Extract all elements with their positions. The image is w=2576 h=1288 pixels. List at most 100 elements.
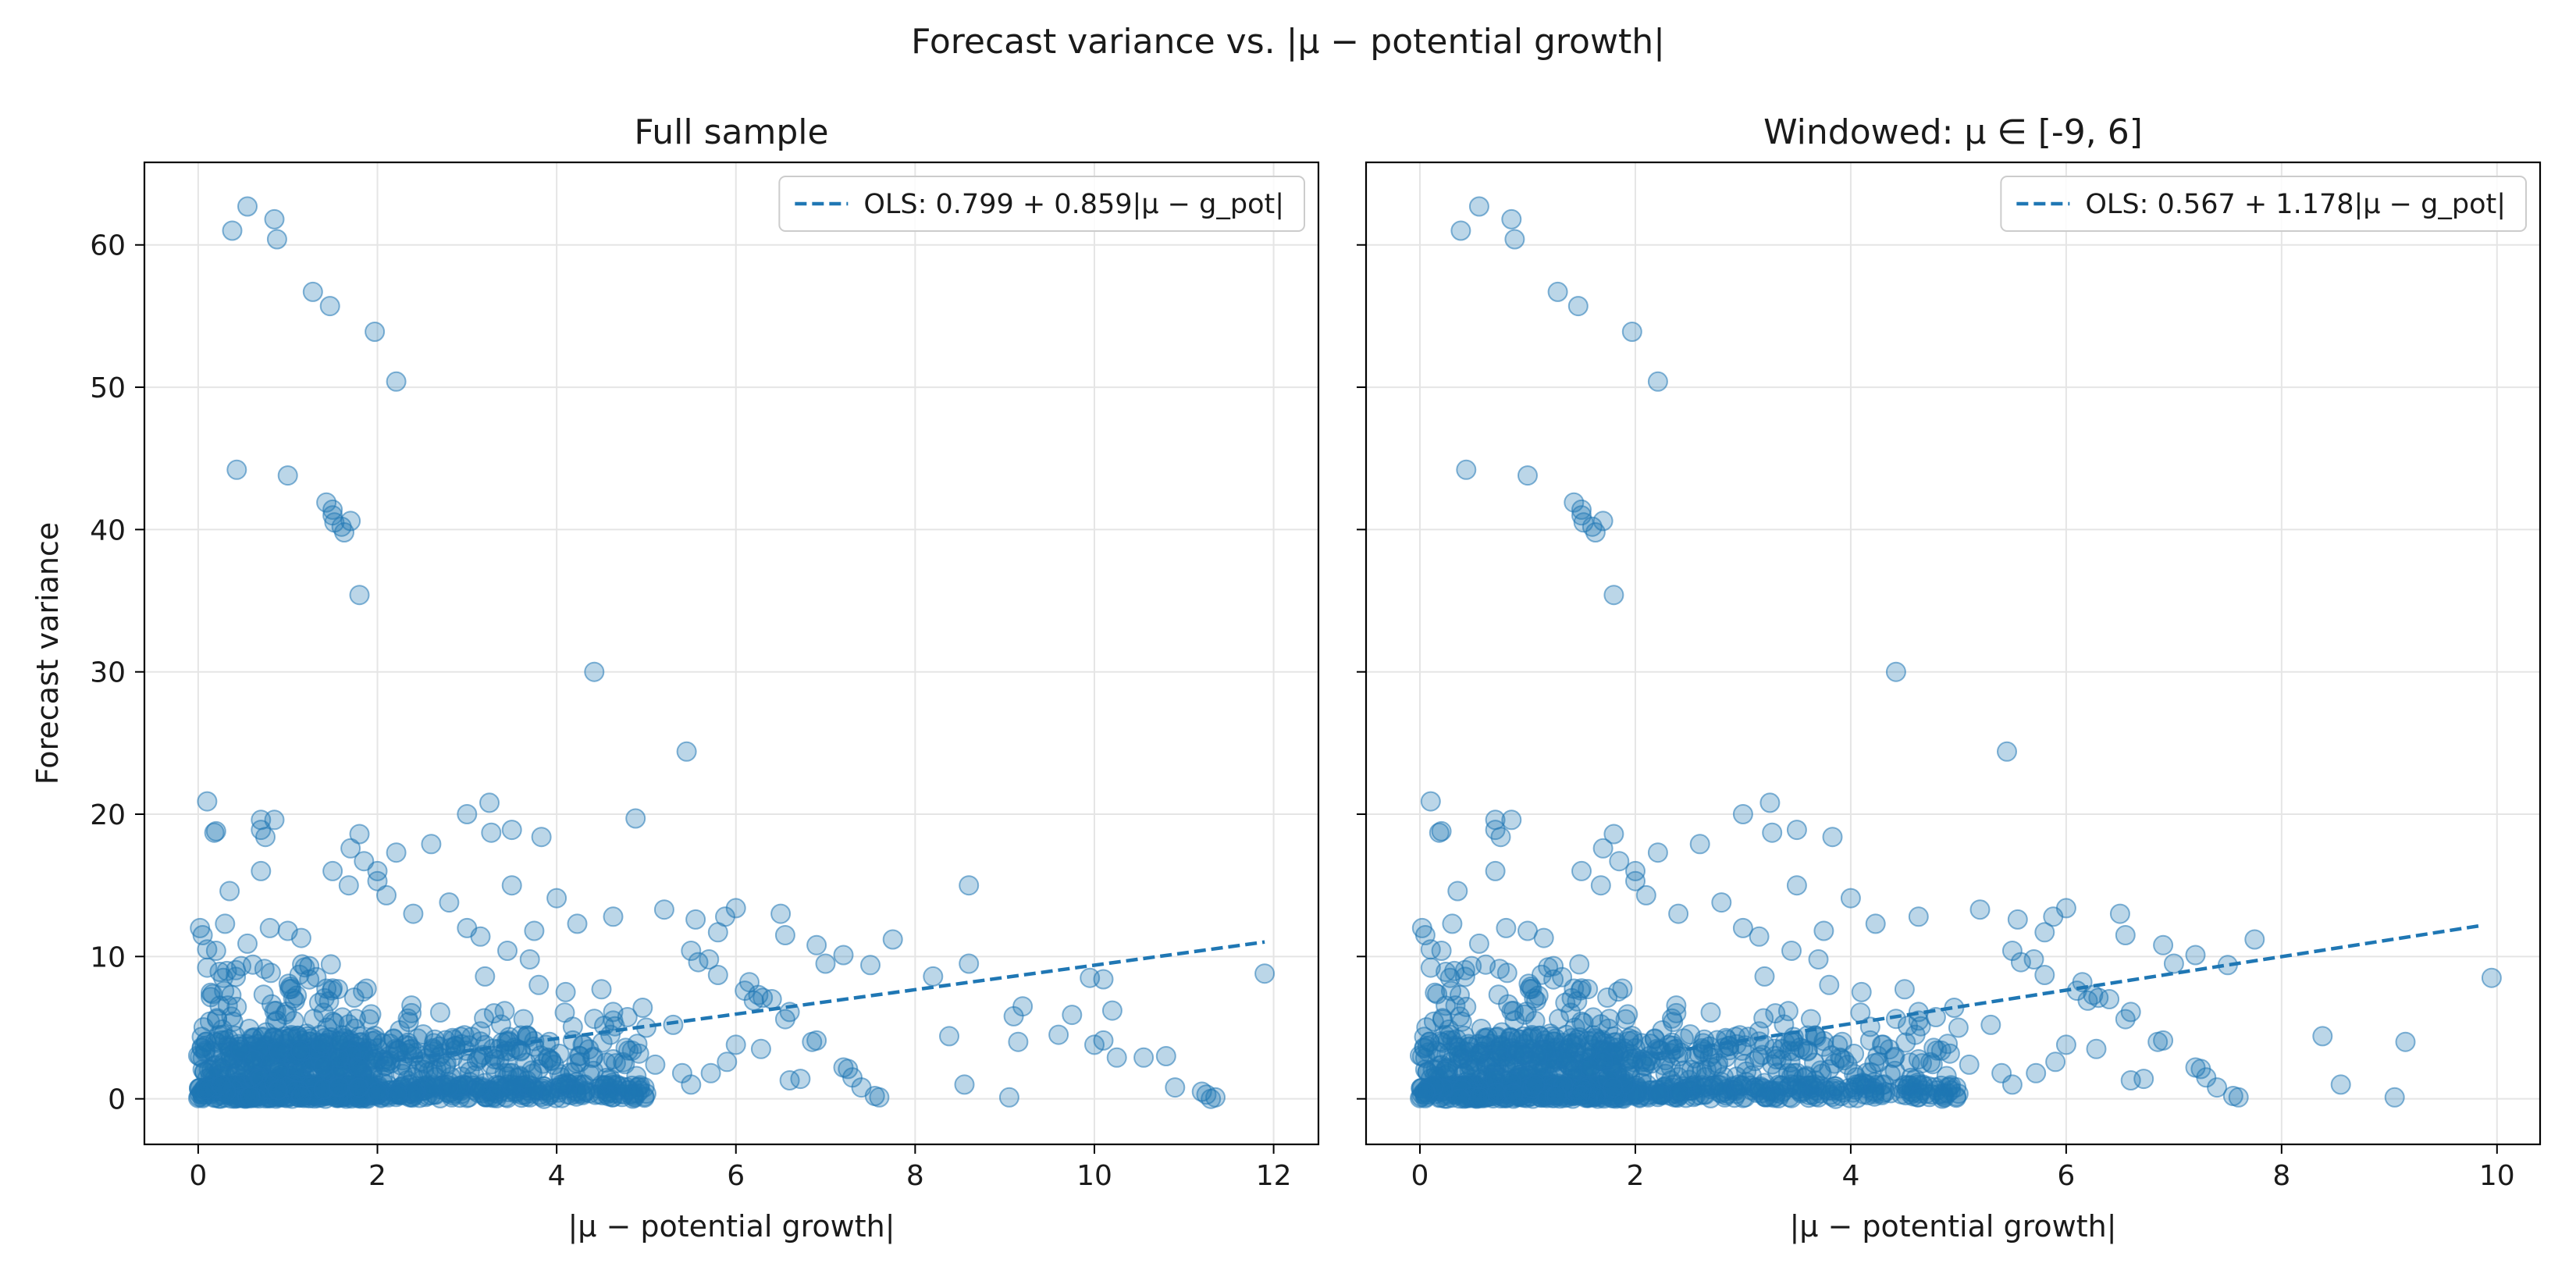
scatter-point xyxy=(2010,952,2031,973)
scatter-point xyxy=(501,1074,522,1095)
scatter-point xyxy=(959,953,980,974)
scatter-point xyxy=(497,941,518,961)
scatter-point xyxy=(205,820,226,841)
scatter-point xyxy=(1635,884,1656,906)
scatter-point xyxy=(222,220,243,241)
scatter-point xyxy=(2115,925,2136,945)
scatter-point xyxy=(1885,661,1906,682)
scatter-point xyxy=(1585,522,1606,543)
scatter-point xyxy=(603,1049,624,1069)
scatter-point xyxy=(265,1012,286,1033)
scatter-point xyxy=(302,281,323,302)
scatter-point xyxy=(386,371,407,392)
scatter-point xyxy=(470,1077,491,1098)
scatter-point xyxy=(676,741,697,762)
scatter-point xyxy=(1948,1017,1969,1038)
scatter-point xyxy=(205,941,226,961)
scatter-point xyxy=(211,1075,232,1096)
scatter-point xyxy=(1859,1030,1880,1051)
legend-label: OLS: 0.567 + 1.178|μ − g_pot| xyxy=(2085,189,2506,220)
scatter-point xyxy=(1093,969,1114,990)
scatter-point xyxy=(1547,281,1568,302)
scatter-point xyxy=(338,1014,359,1035)
scatter-point xyxy=(259,917,280,938)
scatter-point xyxy=(348,1077,369,1098)
y-tick-label: 10 xyxy=(90,941,126,973)
x-tick-label: 8 xyxy=(906,1160,924,1192)
scatter-point xyxy=(367,870,388,891)
scatter-point xyxy=(1439,1043,1460,1064)
scatter-point xyxy=(281,978,302,999)
scatter-point xyxy=(501,875,522,896)
panel-title: Full sample xyxy=(634,112,828,152)
x-tick-label: 12 xyxy=(1256,1160,1292,1192)
scatter-point xyxy=(254,959,275,980)
scatter-point xyxy=(341,1044,362,1066)
scatter-point xyxy=(575,1080,596,1101)
scatter-point xyxy=(287,1027,308,1048)
scatter-point xyxy=(1485,860,1506,881)
scatter-point xyxy=(1590,875,1611,896)
scatter-point xyxy=(1731,1075,1752,1096)
scatter-point xyxy=(1525,1074,1546,1095)
scatter-point xyxy=(2384,1087,2405,1108)
scatter-point xyxy=(2109,903,2130,924)
scatter-point xyxy=(311,1033,333,1054)
y-tick-label: 50 xyxy=(90,372,126,404)
scatter-point xyxy=(524,920,545,941)
scatter-point xyxy=(1196,1084,1217,1105)
scatter-point xyxy=(1450,1088,1470,1109)
scatter-point xyxy=(195,1040,216,1061)
scatter-point xyxy=(725,898,746,919)
scatter-point xyxy=(349,585,370,606)
legend-box xyxy=(778,176,1305,232)
scatter-point xyxy=(1797,1040,1818,1061)
panel-title: Windowed: μ ∈ [-9, 6] xyxy=(1763,112,2143,152)
scatter-point xyxy=(625,808,646,829)
scatter-point xyxy=(2026,1062,2047,1083)
scatter-point xyxy=(1507,1041,1528,1062)
scatter-point xyxy=(1668,903,1689,924)
scatter-point xyxy=(334,522,354,543)
scatter-point xyxy=(833,945,854,966)
scatter-point xyxy=(1969,899,1991,920)
scatter-point xyxy=(475,966,496,987)
scatter-point xyxy=(237,196,258,217)
x-tick-label: 2 xyxy=(368,1160,386,1192)
scatter-point xyxy=(1576,1042,1597,1062)
scatter-point xyxy=(350,1086,371,1106)
scatter-point xyxy=(376,884,397,906)
scatter-point xyxy=(329,1047,350,1068)
scatter-point xyxy=(2115,1009,2136,1030)
scatter-point xyxy=(490,1014,511,1035)
scatter-point xyxy=(2120,1070,2141,1091)
scatter-point xyxy=(1517,465,1538,486)
scatter-point xyxy=(403,903,424,924)
scatter-point xyxy=(307,1075,328,1096)
scatter-point xyxy=(421,834,442,855)
scatter-point xyxy=(1133,1047,1155,1068)
scatter-point xyxy=(1692,1077,1713,1098)
scatter-point xyxy=(386,1083,407,1105)
scatter-point xyxy=(240,1086,261,1107)
scatter-point xyxy=(340,511,361,532)
scatter-point xyxy=(1165,1077,1186,1098)
scatter-point xyxy=(959,875,980,896)
scatter-point xyxy=(1453,1025,1475,1046)
scatter-point xyxy=(199,1011,220,1032)
scatter-point xyxy=(226,996,247,1017)
scatter-point xyxy=(2185,1057,2206,1078)
scatter-point xyxy=(623,1086,644,1107)
scatter-point xyxy=(1546,1085,1567,1106)
scatter-point xyxy=(524,1080,545,1101)
scatter-point xyxy=(632,998,653,1018)
scatter-point xyxy=(1726,1034,1747,1055)
scatter-point xyxy=(386,842,407,863)
scatter-point xyxy=(562,1030,583,1051)
scatter-point xyxy=(685,909,706,930)
scatter-point xyxy=(1997,741,2017,762)
scatter-point xyxy=(513,1009,534,1030)
scatter-point xyxy=(2153,934,2174,955)
scatter-point xyxy=(1732,804,1753,824)
